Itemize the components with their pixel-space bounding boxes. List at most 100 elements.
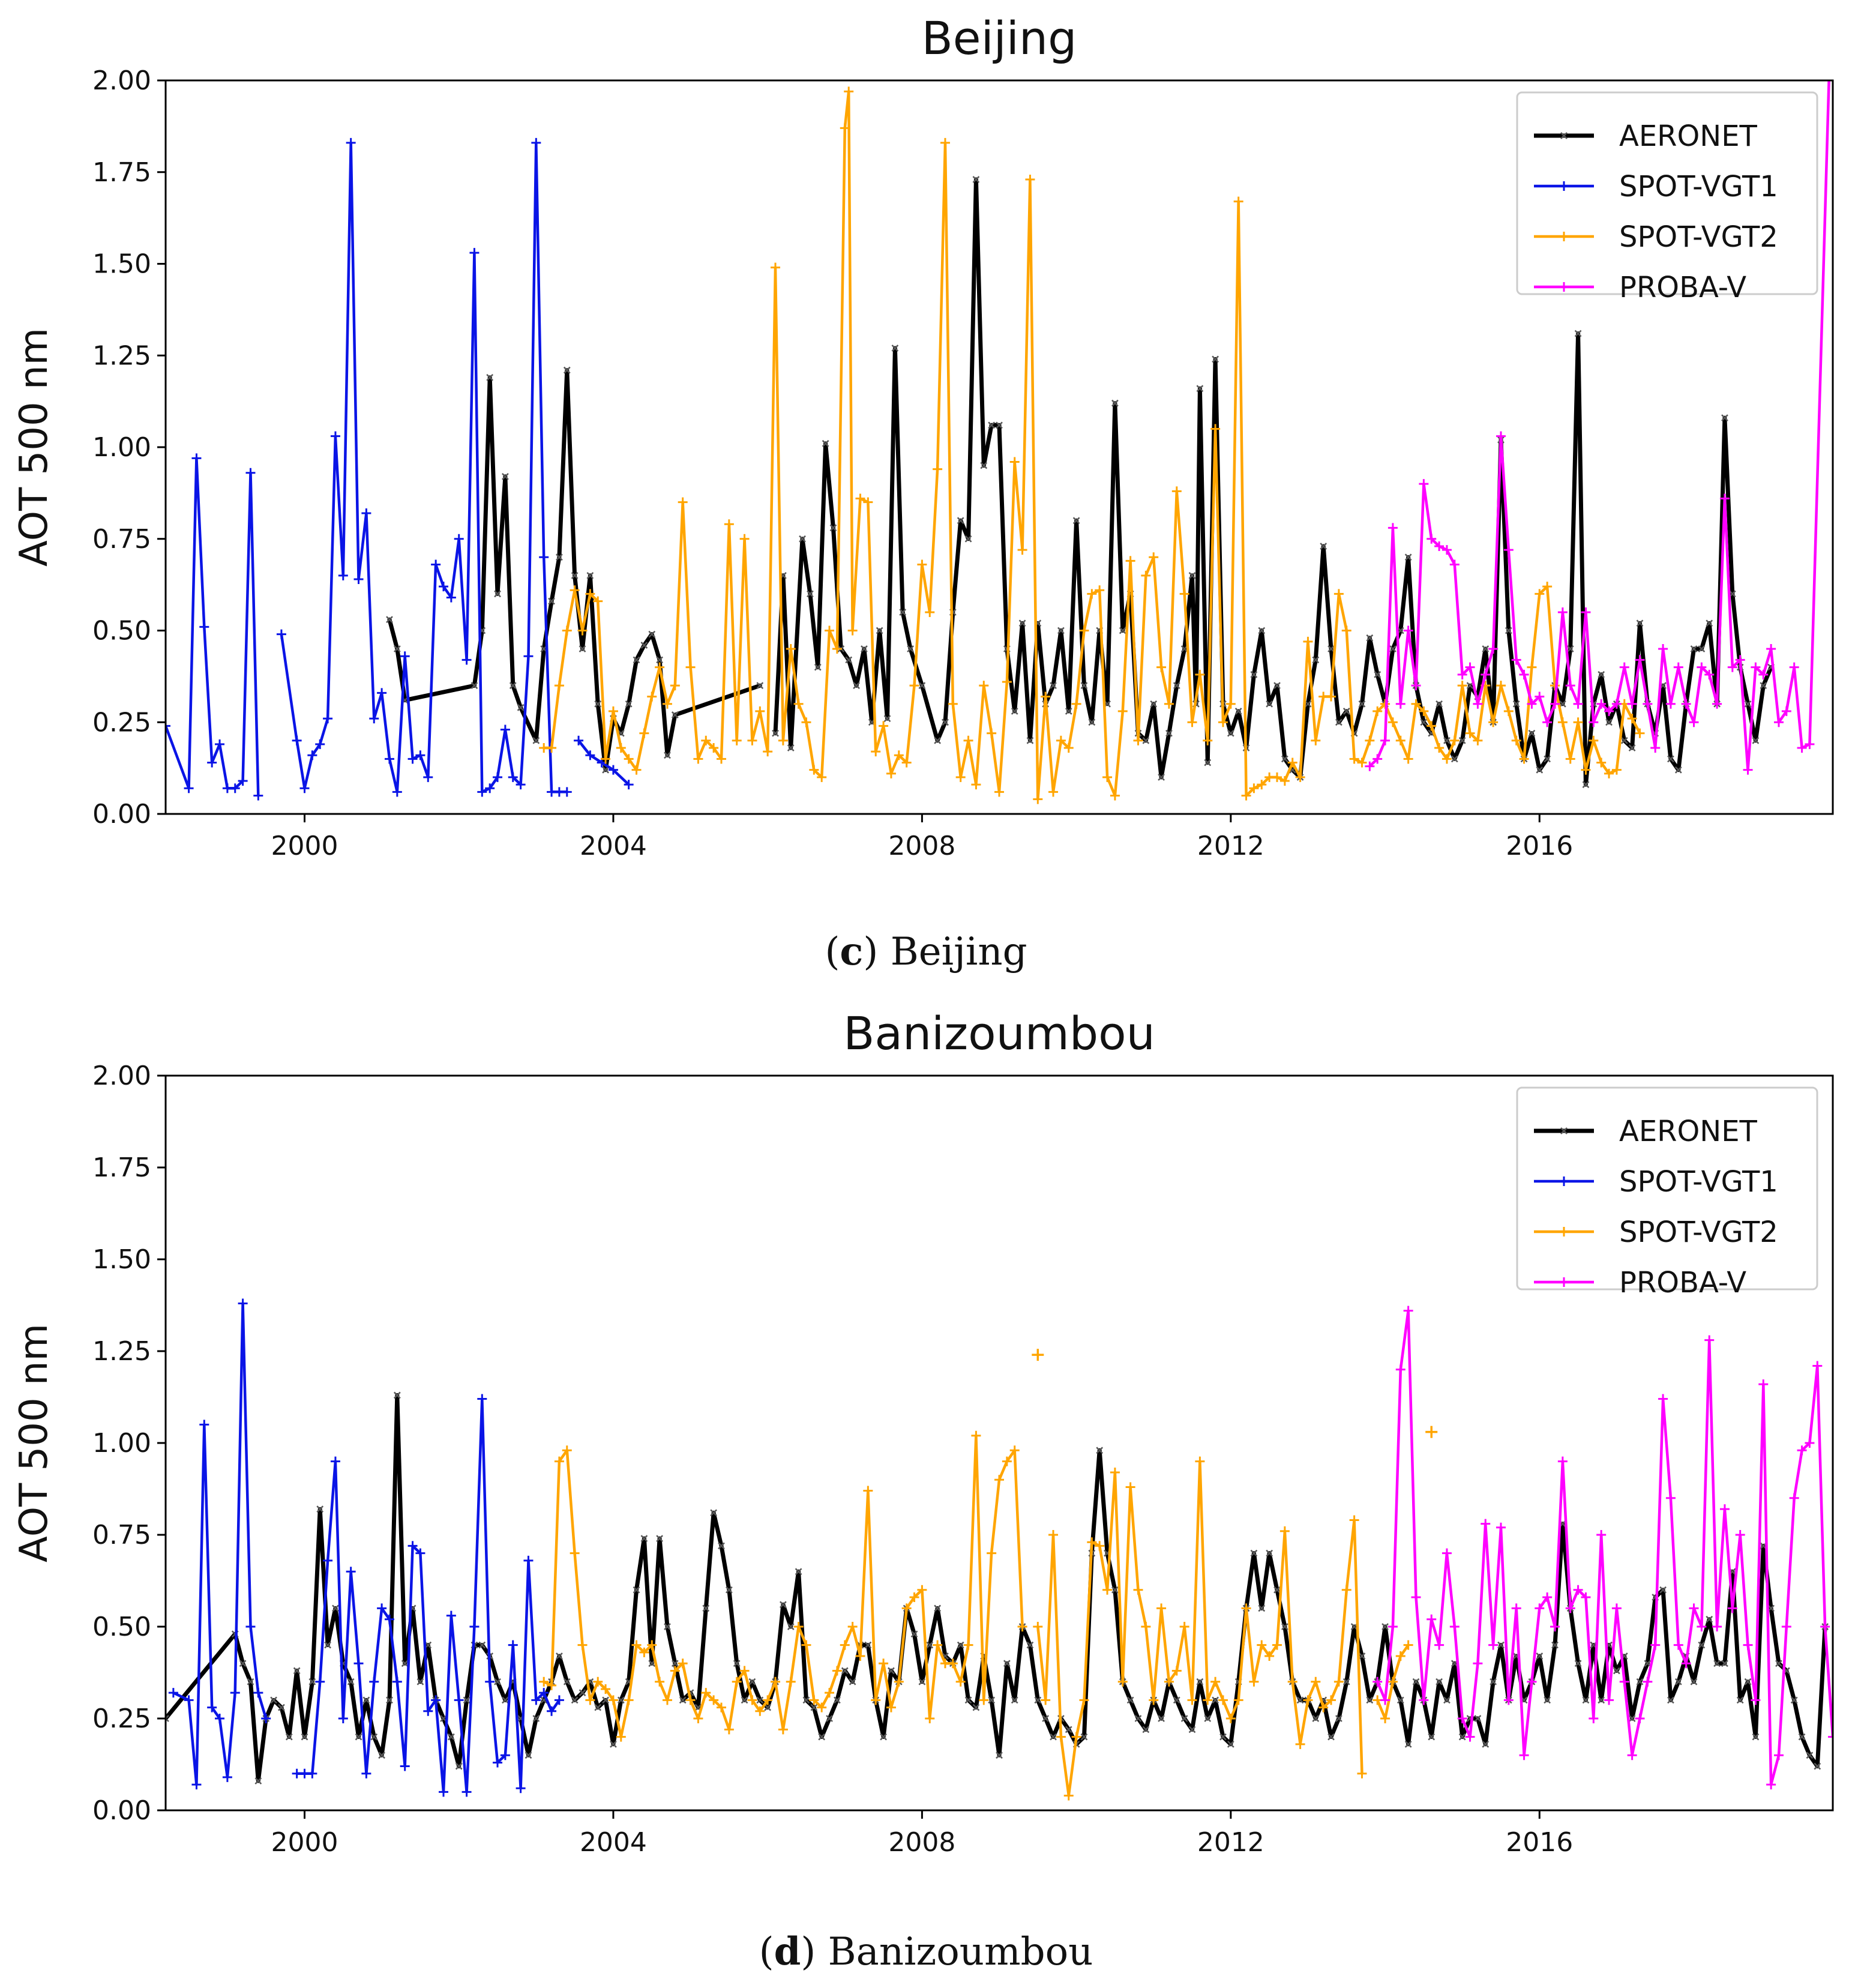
series-spot-vgt2-point: [593, 596, 603, 606]
series-spot-vgt1-point: [624, 780, 634, 790]
legend-proba-v-label: PROBA-V: [1619, 271, 1746, 304]
series-proba-v-point: [1380, 735, 1391, 746]
series-spot-vgt2-point: [801, 717, 811, 727]
series-spot-vgt2-point: [608, 1695, 618, 1705]
y-tick-label: 0.75: [92, 1520, 151, 1550]
series-spot-vgt2-point: [678, 497, 688, 507]
series-aeronet-point: [1698, 645, 1706, 652]
series-aeronet-point: [710, 1509, 718, 1517]
series-spot-vgt2: [539, 1430, 1413, 1801]
series-proba-v-point: [1519, 1750, 1529, 1761]
series-spot-vgt1-point: [307, 750, 317, 761]
series-spot-vgt1-point: [184, 783, 194, 794]
series-spot-vgt2-point: [1503, 706, 1514, 716]
series-aeronet-point: [1404, 553, 1412, 561]
series-aeronet-point: [1258, 1604, 1266, 1612]
series-spot-vgt1-point: [461, 655, 472, 665]
series-proba-v-point: [1419, 1695, 1429, 1705]
series-spot-vgt2-point: [1041, 691, 1051, 702]
series-spot-vgt2-point: [1009, 457, 1020, 467]
series-aeronet-point: [799, 535, 806, 543]
series-spot-vgt2-point: [1357, 758, 1367, 768]
series-spot-vgt2-point: [647, 1640, 657, 1650]
series-aeronet-point: [370, 1733, 378, 1741]
series-spot-vgt2-point: [639, 728, 649, 738]
series-aeronet-point: [1814, 1762, 1821, 1770]
series-spot-vgt1-point: [423, 1706, 433, 1716]
series-aeronet-point: [1312, 656, 1320, 664]
series-aeronet-point: [1065, 708, 1072, 715]
series-aeronet-point: [1327, 1733, 1335, 1741]
series-aeronet-point: [1775, 1660, 1782, 1667]
series-spot-vgt2-isolated-point: [1032, 1349, 1044, 1361]
series-aeronet-point: [594, 700, 602, 708]
series-proba-v-point: [1473, 1658, 1483, 1669]
series-spot-vgt2-point: [1403, 754, 1413, 764]
series-spot-vgt1-point: [353, 1658, 364, 1669]
series-spot-vgt2-point: [847, 625, 858, 636]
series-aeronet-point: [633, 1586, 640, 1594]
series-proba-v-point: [1758, 1379, 1769, 1390]
series-spot-vgt2-point: [901, 758, 912, 768]
series-proba-v-point: [1650, 1640, 1661, 1650]
series-proba-v-point: [1427, 1614, 1437, 1624]
series-spot-vgt1-point: [523, 651, 534, 661]
series-aeronet-point: [571, 1696, 579, 1704]
series-proba-v-point: [1758, 669, 1769, 679]
series-proba-v-point: [1673, 662, 1683, 672]
series-aeronet-point: [1536, 1652, 1544, 1660]
series-spot-vgt2-point: [655, 662, 665, 672]
series-spot-vgt2-point: [871, 747, 881, 757]
series-spot-vgt1-point: [461, 1787, 472, 1797]
legend-spot-vgt1-label: SPOT-VGT1: [1619, 1165, 1778, 1199]
series-spot-vgt1-point: [523, 1555, 534, 1565]
series-aeronet-point: [1165, 729, 1173, 737]
series-proba-v-point: [1604, 1695, 1614, 1705]
series-spot-vgt2-point: [1419, 706, 1429, 716]
series-aeronet-point: [853, 682, 860, 690]
series-aeronet-point: [640, 642, 648, 649]
series-spot-vgt1-point: [338, 1714, 348, 1723]
series-spot-vgt2-point: [825, 625, 835, 636]
series-spot-vgt2-point: [763, 1695, 773, 1705]
series-aeronet-point: [1674, 766, 1682, 774]
series-spot-vgt2-point: [871, 1695, 881, 1705]
series-spot-vgt1-point: [477, 1394, 487, 1404]
series-proba-v-point: [1743, 1640, 1753, 1650]
series-spot-vgt1-point: [207, 1702, 217, 1712]
series-spot-vgt2-point: [786, 644, 796, 654]
series-aeronet-point: [602, 766, 609, 774]
series-aeronet-point: [1598, 1696, 1605, 1704]
series-spot-vgt2-point: [925, 607, 935, 617]
series-aeronet-point: [918, 682, 926, 690]
series-aeronet-point: [1158, 774, 1165, 781]
legend-aeronet-label: AERONET: [1619, 119, 1758, 153]
series-aeronet-point: [1312, 1715, 1320, 1722]
series-spot-vgt2-point: [1264, 1651, 1275, 1661]
series-spot-vgt2-point: [1133, 1585, 1143, 1595]
series-aeronet-point: [1505, 627, 1512, 634]
series-spot-vgt2-point: [1295, 772, 1305, 782]
series-proba-v-point: [1488, 1640, 1499, 1650]
series-aeronet-point: [463, 1696, 471, 1704]
series-spot-vgt1-point: [454, 1695, 464, 1705]
series-spot-vgt2-point: [1279, 776, 1290, 786]
series-spot-vgt2-point: [979, 681, 989, 691]
series-spot-vgt2-point: [1318, 1702, 1329, 1712]
series-aeronet-point: [393, 645, 401, 652]
series-spot-vgt2-point: [1511, 735, 1521, 746]
series-proba-v-point: [1411, 1592, 1421, 1603]
series-spot-vgt2-point: [1179, 1622, 1189, 1631]
series-aeronet-point: [1188, 571, 1196, 579]
series-proba-v-point: [1658, 1394, 1668, 1404]
series-aeronet-point: [841, 1667, 849, 1675]
series-aeronet-point: [671, 711, 679, 718]
series-aeronet-point: [926, 1641, 934, 1649]
series-spot-vgt1-point: [245, 1622, 256, 1631]
series-spot-vgt1-point: [315, 739, 325, 749]
series-aeronet-point: [1057, 627, 1065, 634]
series-aeronet-point: [278, 1703, 285, 1711]
series-spot-vgt2-point: [1095, 1541, 1105, 1551]
series-aeronet-point: [826, 1715, 833, 1722]
series-proba-v-point: [1565, 681, 1575, 691]
